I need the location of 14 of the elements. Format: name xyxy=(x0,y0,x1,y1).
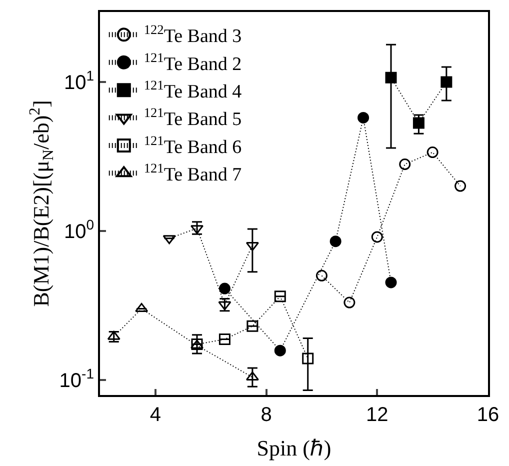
legend-label: $^{122}$Te Band 3 xyxy=(144,22,242,48)
x-tick-label: 16 xyxy=(476,404,500,426)
legend-label: $^{121}$Te Band 4 xyxy=(144,78,242,102)
x-tick-label: 8 xyxy=(260,404,272,426)
x-tick-label: 4 xyxy=(150,404,161,426)
legend-label: $^{121}$Te Band 5 xyxy=(144,105,242,130)
x-tick-label: 12 xyxy=(366,404,388,426)
x-axis-title: Spin (ℏ) xyxy=(256,435,332,460)
legend-label: $^{121}$Te Band 7 xyxy=(144,160,242,186)
y-tick-label: 10$^{0}$ xyxy=(64,216,94,243)
y-tick-label: 10$^{1}$ xyxy=(64,68,94,94)
y-tick-label: 10$^{-1}$ xyxy=(59,365,94,392)
legend-label: $^{121}$Te Band 2 xyxy=(144,50,242,75)
legend-label: $^{121}$Te Band 6 xyxy=(144,132,242,158)
